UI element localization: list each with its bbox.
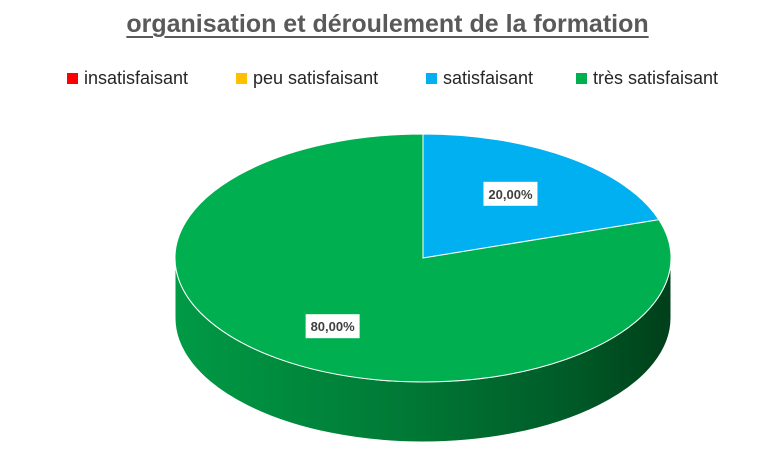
legend-item-peu-satisfaisant: peu satisfaisant (236, 68, 378, 89)
legend-item-satisfaisant: satisfaisant (426, 68, 533, 89)
legend-label-tres-satisfaisant: très satisfaisant (593, 68, 719, 88)
legend-item-insatisfaisant: insatisfaisant (67, 68, 188, 89)
data-label-box-satisfaisant (483, 181, 538, 206)
legend: insatisfaisant peu satisfaisant satisfai… (0, 68, 775, 92)
legend-swatch-satisfaisant (426, 73, 437, 84)
data-label-tres-satisfaisant: 80,00% (311, 319, 356, 334)
legend-swatch-peu-satisfaisant (236, 73, 247, 84)
chart-title: organisation et déroulement de la format… (126, 10, 649, 38)
legend-label-insatisfaisant: insatisfaisant (84, 68, 189, 88)
legend-item-tres-satisfaisant: très satisfaisant (576, 68, 718, 89)
legend-swatch-insatisfaisant (67, 73, 78, 84)
legend-label-satisfaisant: satisfaisant (443, 68, 534, 88)
legend-label-peu-satisfaisant: peu satisfaisant (253, 68, 379, 88)
pie-slice-satisfaisant (422, 133, 660, 259)
data-label-satisfaisant: 20,00% (488, 187, 533, 202)
data-label-box-tres-satisfaisant (305, 314, 360, 339)
pie-slice-tres-satisfaisant (174, 133, 672, 383)
legend-swatch-tres-satisfaisant (576, 73, 587, 84)
